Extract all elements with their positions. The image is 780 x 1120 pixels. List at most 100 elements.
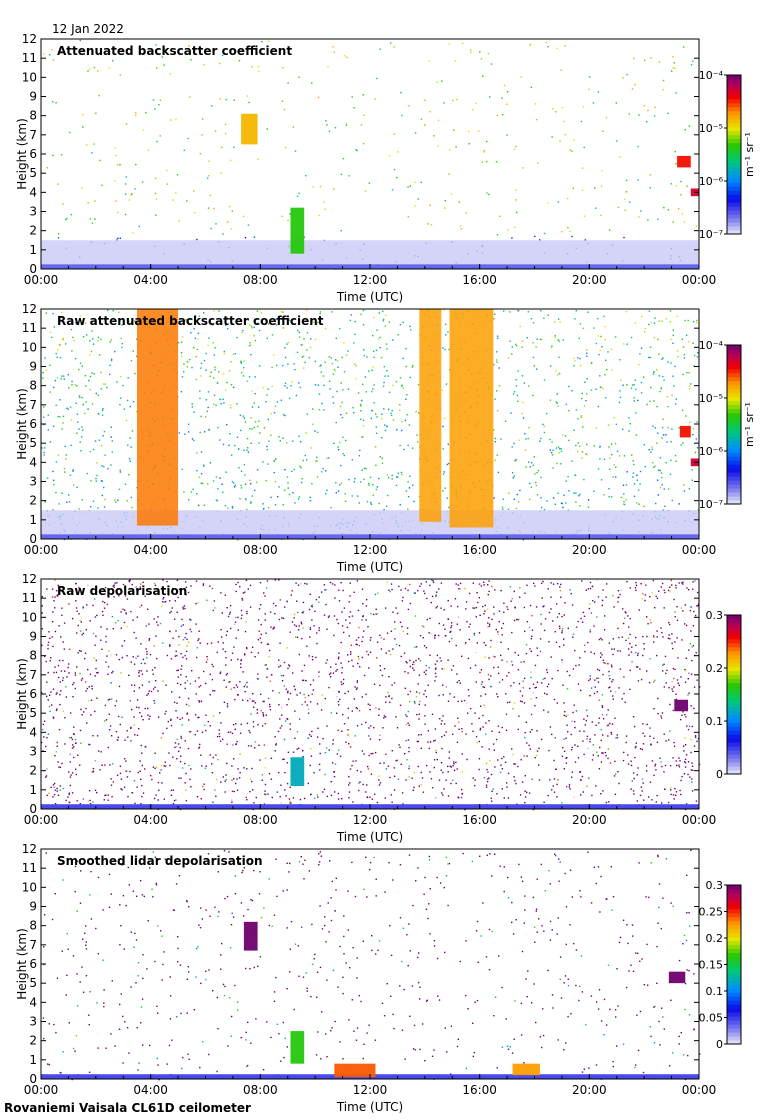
high-noise-band-1 bbox=[136, 309, 179, 526]
high-noise-band-3 bbox=[449, 309, 494, 528]
colorbar-tick-label: 0.2 bbox=[706, 932, 724, 945]
y-axis-label: Height (km) bbox=[15, 388, 29, 459]
x-tick-label: 00:00 bbox=[24, 543, 59, 557]
x-tick-label: 20:00 bbox=[572, 1083, 607, 1097]
colorbar-unit: m⁻¹ sr⁻¹ bbox=[743, 132, 756, 177]
x-tick-label: 16:00 bbox=[462, 813, 497, 827]
y-axis-label: Height (km) bbox=[15, 658, 29, 729]
panel-title: Raw depolarisation bbox=[57, 584, 187, 598]
x-tick-label: 00:00 bbox=[682, 543, 717, 557]
colorbar-tick-label: 0.3 bbox=[706, 609, 724, 622]
boundary-layer bbox=[41, 510, 699, 535]
cloud-1 bbox=[241, 113, 258, 145]
panel-title: Attenuated backscatter coefficient bbox=[57, 44, 292, 58]
cloud-2 bbox=[290, 207, 305, 254]
colorbar-unit: m⁻¹ sr⁻¹ bbox=[743, 402, 756, 447]
x-tick-label: 20:00 bbox=[572, 543, 607, 557]
cloud-2 bbox=[674, 699, 689, 712]
colorbar-tick-label: 10⁻⁶ bbox=[699, 175, 724, 188]
y-tick-label: 5 bbox=[29, 706, 37, 720]
x-tick-label: 08:00 bbox=[243, 543, 278, 557]
plot-area bbox=[41, 39, 699, 269]
cloud-3 bbox=[677, 155, 691, 168]
x-tick-label: 12:00 bbox=[353, 813, 388, 827]
y-tick-label: 1 bbox=[29, 783, 37, 797]
x-tick-label: 16:00 bbox=[462, 273, 497, 287]
cloud-4 bbox=[512, 1063, 540, 1076]
x-axis-label: Time (UTC) bbox=[336, 830, 403, 844]
x-tick-label: 12:00 bbox=[353, 273, 388, 287]
y-tick-label: 3 bbox=[29, 1015, 37, 1029]
y-tick-label: 3 bbox=[29, 475, 37, 489]
x-tick-label: 00:00 bbox=[24, 1083, 59, 1097]
colorbar-tick-label: 10⁻⁴ bbox=[699, 69, 724, 82]
panel-title: Raw attenuated backscatter coefficient bbox=[57, 314, 324, 328]
x-tick-label: 16:00 bbox=[462, 1083, 497, 1097]
x-tick-label: 04:00 bbox=[133, 543, 168, 557]
colorbar-tick-label: 0 bbox=[716, 1038, 723, 1051]
y-tick-label: 8 bbox=[29, 379, 37, 393]
y-tick-label: 0 bbox=[29, 1072, 37, 1086]
y-tick-label: 4 bbox=[29, 185, 37, 199]
y-tick-label: 1 bbox=[29, 1053, 37, 1067]
colorbar-tick-label: 0.2 bbox=[706, 662, 724, 675]
cloud-2 bbox=[290, 1031, 305, 1064]
y-tick-label: 11 bbox=[22, 51, 37, 65]
y-axis-label: Height (km) bbox=[15, 118, 29, 189]
y-tick-label: 9 bbox=[29, 900, 37, 914]
date-label: 12 Jan 2022 bbox=[52, 22, 124, 36]
x-tick-label: 12:00 bbox=[353, 1083, 388, 1097]
y-tick-label: 2 bbox=[29, 1034, 37, 1048]
y-tick-label: 5 bbox=[29, 976, 37, 990]
cloud-4 bbox=[679, 425, 691, 438]
y-tick-label: 2 bbox=[29, 494, 37, 508]
y-tick-label: 2 bbox=[29, 764, 37, 778]
colorbar-tick-label: 0.1 bbox=[706, 985, 724, 998]
y-tick-label: 12 bbox=[22, 32, 37, 46]
y-tick-label: 12 bbox=[22, 572, 37, 586]
x-tick-label: 08:00 bbox=[243, 813, 278, 827]
instrument-footer: Rovaniemi Vaisala CL61D ceilometer bbox=[4, 1101, 251, 1115]
colorbar-tick-label: 0.15 bbox=[699, 959, 724, 972]
colorbar-tick-label: 0 bbox=[716, 768, 723, 781]
y-tick-label: 9 bbox=[29, 90, 37, 104]
colorbar-tick-label: 10⁻⁵ bbox=[699, 122, 723, 135]
y-tick-label: 0 bbox=[29, 802, 37, 816]
y-tick-label: 4 bbox=[29, 455, 37, 469]
y-tick-label: 9 bbox=[29, 360, 37, 374]
colorbar-tick-label: 0.3 bbox=[706, 879, 724, 892]
colorbar-tick-label: 10⁻⁷ bbox=[699, 228, 723, 241]
x-tick-label: 12:00 bbox=[353, 543, 388, 557]
y-tick-label: 8 bbox=[29, 649, 37, 663]
y-tick-label: 6 bbox=[29, 147, 37, 161]
y-tick-label: 9 bbox=[29, 630, 37, 644]
y-tick-label: 0 bbox=[29, 532, 37, 546]
colorbar: 10⁻⁴ 10⁻⁵ 10⁻⁶ 10⁻⁷ m⁻¹ sr⁻¹ bbox=[699, 69, 756, 241]
y-tick-label: 5 bbox=[29, 436, 37, 450]
y-tick-label: 10 bbox=[22, 70, 37, 84]
plot-area bbox=[41, 849, 699, 1079]
x-tick-label: 20:00 bbox=[572, 273, 607, 287]
y-tick-label: 7 bbox=[29, 668, 37, 682]
y-tick-label: 12 bbox=[22, 302, 37, 316]
y-tick-label: 10 bbox=[22, 340, 37, 354]
y-tick-label: 8 bbox=[29, 109, 37, 123]
x-tick-label: 08:00 bbox=[243, 1083, 278, 1097]
y-tick-label: 6 bbox=[29, 687, 37, 701]
colorbar: 10⁻⁴ 10⁻⁵ 10⁻⁶ 10⁻⁷ m⁻¹ sr⁻¹ bbox=[699, 339, 756, 511]
x-axis-label: Time (UTC) bbox=[336, 560, 403, 574]
y-tick-label: 11 bbox=[22, 321, 37, 335]
y-tick-label: 4 bbox=[29, 725, 37, 739]
y-tick-label: 5 bbox=[29, 166, 37, 180]
colorbar-tick-label: 0.25 bbox=[699, 906, 724, 919]
y-tick-label: 1 bbox=[29, 243, 37, 257]
y-tick-label: 6 bbox=[29, 417, 37, 431]
colorbar-tick-label: 10⁻⁶ bbox=[699, 445, 724, 458]
x-tick-label: 04:00 bbox=[133, 1083, 168, 1097]
colorbar: 0.3 0.25 0.2 0.15 0.1 0.05 0 bbox=[699, 879, 742, 1051]
y-tick-label: 1 bbox=[29, 513, 37, 527]
y-axis-label: Height (km) bbox=[15, 928, 29, 999]
y-tick-label: 11 bbox=[22, 861, 37, 875]
